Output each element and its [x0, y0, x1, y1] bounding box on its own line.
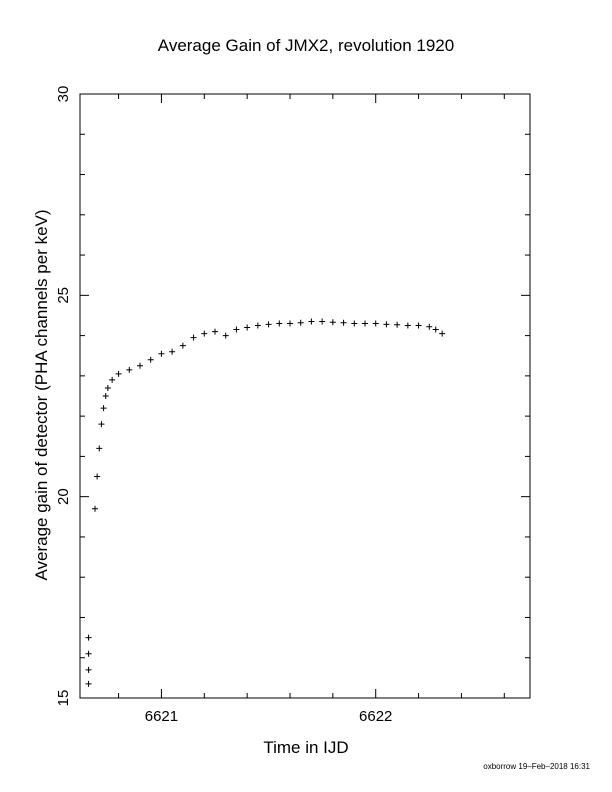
data-point	[85, 680, 92, 687]
data-point	[126, 366, 133, 373]
data-point	[265, 321, 272, 328]
data-point	[254, 322, 261, 329]
y-tick-label: 30	[55, 86, 72, 103]
data-point	[94, 473, 101, 480]
data-point	[362, 320, 368, 327]
data-point	[276, 320, 283, 327]
data-points	[85, 318, 446, 687]
data-point	[394, 321, 401, 328]
y-tick-label: 20	[55, 488, 72, 505]
data-point	[372, 320, 379, 327]
y-tick-label: 15	[55, 690, 72, 707]
data-point	[244, 324, 251, 331]
data-point	[147, 356, 154, 363]
data-point	[100, 405, 107, 412]
data-point	[439, 330, 446, 337]
x-tick-label: 6621	[145, 708, 178, 725]
data-point	[308, 318, 315, 325]
data-point	[426, 323, 433, 330]
data-point	[96, 445, 103, 452]
data-point	[85, 634, 92, 641]
data-point	[201, 330, 208, 337]
data-point	[233, 326, 240, 333]
data-point	[383, 321, 390, 328]
data-point	[404, 322, 411, 329]
data-point	[319, 318, 326, 325]
tick-labels: 15 20 25 30 6621 6622	[55, 86, 392, 725]
data-point	[415, 322, 422, 329]
data-point	[222, 332, 229, 339]
data-point	[329, 319, 336, 326]
data-point	[169, 348, 176, 355]
data-point	[137, 362, 143, 369]
x-axis-label: Time in IJD	[263, 738, 349, 757]
data-point	[179, 342, 186, 349]
data-point	[98, 421, 105, 428]
data-point	[287, 320, 293, 327]
data-point	[432, 326, 439, 333]
footer-timestamp: oxborrow 19–Feb–2018 16:31	[483, 762, 590, 771]
y-tick-label: 25	[55, 287, 72, 304]
data-point	[85, 650, 92, 657]
axis-ticks	[80, 93, 530, 699]
data-point	[115, 370, 122, 377]
data-point	[102, 393, 109, 399]
data-point	[85, 666, 92, 673]
plot-frame	[79, 93, 531, 699]
chart-title: Average Gain of JMX2, revolution 1920	[157, 36, 455, 55]
data-point	[158, 350, 165, 357]
data-point	[351, 320, 358, 327]
data-point	[190, 334, 197, 341]
data-point	[340, 319, 347, 326]
data-point	[92, 505, 98, 512]
data-point	[104, 384, 111, 391]
data-point	[297, 319, 304, 326]
data-point	[212, 328, 218, 335]
x-tick-label: 6622	[359, 708, 392, 725]
data-point	[109, 376, 116, 383]
